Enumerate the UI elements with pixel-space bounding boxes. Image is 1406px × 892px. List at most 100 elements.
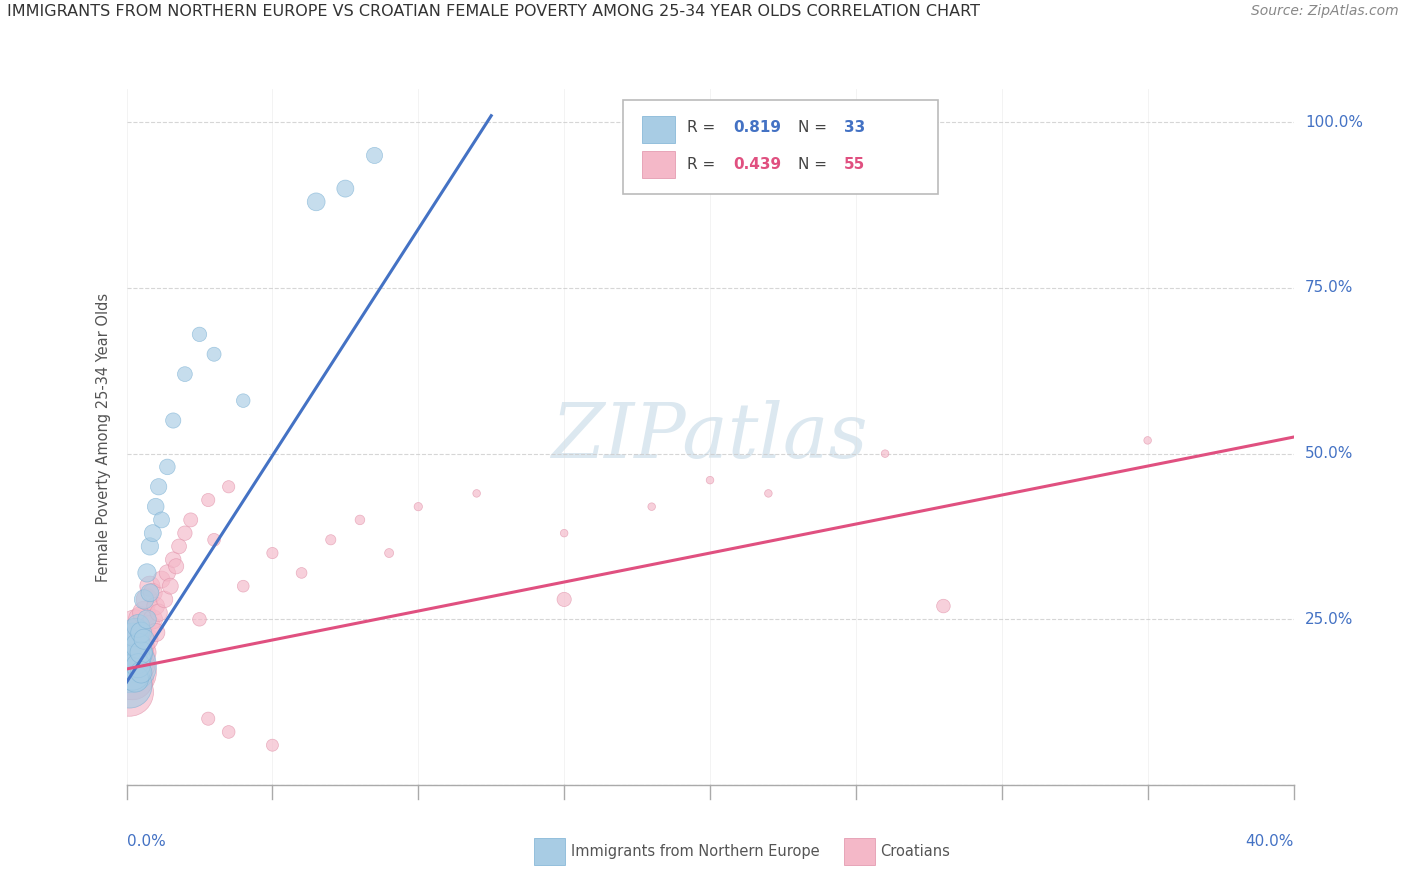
Point xyxy=(124,672,146,686)
Text: IMMIGRANTS FROM NORTHERN EUROPE VS CROATIAN FEMALE POVERTY AMONG 25-34 YEAR OLDS: IMMIGRANTS FROM NORTHERN EUROPE VS CROAT… xyxy=(7,4,980,20)
Text: 0.439: 0.439 xyxy=(734,157,782,172)
Text: 0.819: 0.819 xyxy=(734,120,782,135)
Point xyxy=(121,645,143,659)
Point xyxy=(408,500,430,514)
Point xyxy=(124,619,146,633)
Point xyxy=(121,672,143,686)
Point xyxy=(1136,434,1159,448)
Point xyxy=(129,625,152,640)
Point xyxy=(553,526,575,541)
Point xyxy=(129,645,152,659)
Text: 40.0%: 40.0% xyxy=(1246,834,1294,848)
Point xyxy=(118,665,141,680)
Bar xyxy=(643,151,675,178)
Point xyxy=(180,513,202,527)
Point xyxy=(142,586,165,600)
Point xyxy=(174,526,197,541)
Point xyxy=(202,533,225,547)
Point xyxy=(232,393,254,408)
Point xyxy=(136,592,159,607)
Point xyxy=(132,606,155,620)
Point xyxy=(197,712,219,726)
Point xyxy=(139,540,162,554)
Point xyxy=(167,540,190,554)
Point xyxy=(174,367,197,381)
Point xyxy=(118,658,141,673)
Point xyxy=(465,486,488,500)
Point xyxy=(127,645,149,659)
Text: 55: 55 xyxy=(844,157,866,172)
Y-axis label: Female Poverty Among 25-34 Year Olds: Female Poverty Among 25-34 Year Olds xyxy=(96,293,111,582)
Point xyxy=(124,652,146,666)
Point xyxy=(262,546,284,560)
Point xyxy=(145,500,167,514)
Point xyxy=(127,639,149,653)
Point xyxy=(202,347,225,361)
Point xyxy=(218,725,240,739)
Point xyxy=(188,327,211,342)
Point xyxy=(132,645,155,659)
Point xyxy=(378,546,401,560)
Text: 33: 33 xyxy=(844,120,866,135)
Point xyxy=(159,579,181,593)
Point xyxy=(136,632,159,647)
Point xyxy=(145,599,167,613)
Point xyxy=(349,513,371,527)
Point xyxy=(148,480,170,494)
Point xyxy=(699,473,721,487)
Point xyxy=(756,486,779,500)
Point xyxy=(218,480,240,494)
Point xyxy=(232,579,254,593)
Point xyxy=(156,459,179,474)
Point xyxy=(132,592,155,607)
Point xyxy=(165,559,187,574)
Point xyxy=(121,632,143,647)
Point xyxy=(290,566,312,580)
Point xyxy=(129,658,152,673)
Point xyxy=(136,566,159,580)
Text: 75.0%: 75.0% xyxy=(1305,280,1354,295)
Point xyxy=(335,181,357,195)
Point xyxy=(188,612,211,626)
Point xyxy=(932,599,955,613)
Text: 100.0%: 100.0% xyxy=(1305,115,1364,130)
Point xyxy=(118,679,141,693)
Point xyxy=(319,533,342,547)
Text: Immigrants from Northern Europe: Immigrants from Northern Europe xyxy=(571,845,820,859)
Point xyxy=(118,685,141,699)
Point xyxy=(127,658,149,673)
Point xyxy=(127,619,149,633)
Point xyxy=(197,493,219,508)
Point xyxy=(262,738,284,752)
Point xyxy=(129,632,152,647)
Point xyxy=(139,619,162,633)
Text: 50.0%: 50.0% xyxy=(1305,446,1354,461)
Point xyxy=(136,612,159,626)
FancyBboxPatch shape xyxy=(623,100,938,194)
Point xyxy=(129,665,152,680)
Point xyxy=(305,194,328,209)
Point xyxy=(124,658,146,673)
Point xyxy=(129,612,152,626)
Text: N =: N = xyxy=(797,120,831,135)
Point xyxy=(363,148,385,162)
Point xyxy=(121,665,143,680)
Bar xyxy=(643,116,675,143)
Point xyxy=(148,606,170,620)
Text: R =: R = xyxy=(686,120,720,135)
Point xyxy=(553,592,575,607)
Point xyxy=(640,500,664,514)
Point xyxy=(150,513,173,527)
Point xyxy=(156,566,179,580)
Point xyxy=(127,625,149,640)
Text: ZIPatlas: ZIPatlas xyxy=(551,401,869,474)
Text: Croatians: Croatians xyxy=(880,845,950,859)
Point xyxy=(153,592,176,607)
Point xyxy=(121,652,143,666)
Text: N =: N = xyxy=(797,157,831,172)
Point xyxy=(162,413,184,427)
Point xyxy=(875,447,897,461)
Text: Source: ZipAtlas.com: Source: ZipAtlas.com xyxy=(1251,4,1399,19)
Point xyxy=(139,579,162,593)
Point xyxy=(139,586,162,600)
